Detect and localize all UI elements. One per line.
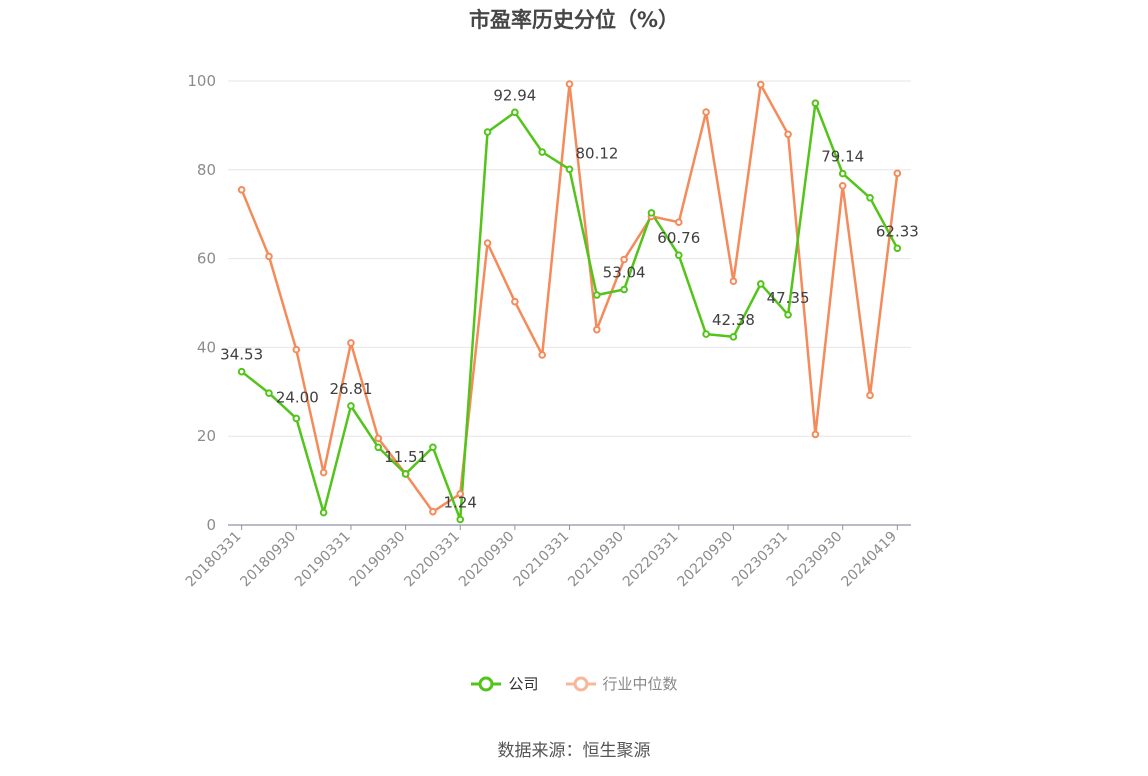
- data-label: 92.94: [493, 86, 536, 104]
- data-point-series-1: [347, 339, 355, 347]
- y-tick-label: 40: [197, 338, 216, 356]
- data-point-series-1: [729, 277, 738, 286]
- data-label: 62.33: [876, 222, 919, 240]
- x-tick-label: 20190331: [292, 529, 354, 591]
- data-label: 11.51: [384, 448, 427, 466]
- x-tick-label: 20220331: [620, 529, 682, 591]
- data-label: 47.35: [767, 289, 810, 307]
- legend-label-company: 公司: [508, 675, 539, 693]
- data-point-series-1: [538, 351, 546, 359]
- data-point-series-0: [511, 108, 519, 117]
- y-tick-label: 20: [197, 427, 216, 445]
- data-point-series-1: [429, 507, 437, 516]
- data-point-series-0: [866, 193, 874, 202]
- legend: 公司 行业中位数: [0, 673, 1148, 694]
- data-point-series-1: [374, 434, 383, 443]
- data-label: 42.38: [712, 311, 755, 329]
- data-point-series-0: [647, 209, 656, 217]
- data-point-series-0: [401, 470, 410, 478]
- data-points: [237, 80, 902, 524]
- data-point-series-1: [593, 325, 601, 334]
- data-point-series-1: [483, 239, 492, 247]
- data-label: 79.14: [821, 148, 864, 166]
- data-point-series-0: [347, 402, 355, 410]
- data-point-series-0: [456, 515, 465, 524]
- data-point-series-0: [538, 148, 546, 156]
- data-labels: 34.53 24.00 26.81 11.51 1.24 92.94 80.12 53.04 6…: [220, 86, 919, 511]
- data-point-series-1: [674, 218, 683, 226]
- data-label: 1.24: [444, 493, 477, 511]
- data-point-series-0: [729, 333, 738, 341]
- data-point-series-0: [319, 508, 328, 517]
- x-tick-label: 20230930: [784, 529, 846, 591]
- data-point-series-0: [893, 244, 902, 253]
- data-label: 34.53: [220, 346, 263, 364]
- data-point-series-1: [456, 490, 465, 498]
- x-tick-label: 20200331: [401, 529, 463, 591]
- chart-title: 市盈率历史分位（%）: [468, 8, 680, 32]
- data-point-series-0: [620, 285, 628, 294]
- legend-item-industry-median[interactable]: 行业中位数: [565, 673, 678, 694]
- y-tick-label: 60: [197, 250, 216, 268]
- data-label: 53.04: [603, 264, 646, 282]
- legend-item-company[interactable]: 公司: [470, 673, 539, 694]
- x-tick-label: 20210930: [565, 529, 627, 591]
- x-tick-label: 20210331: [511, 529, 573, 591]
- x-tick-label: 20180930: [237, 529, 299, 591]
- data-point-series-1: [893, 169, 902, 178]
- data-label: 60.76: [657, 229, 700, 247]
- data-label: 24.00: [276, 388, 319, 406]
- data-label: 80.12: [576, 144, 619, 162]
- data-point-series-0: [565, 165, 574, 174]
- data-point-series-0: [838, 169, 847, 178]
- data-point-series-0: [702, 330, 710, 338]
- y-tick-label: 0: [206, 516, 216, 534]
- data-point-series-1: [756, 80, 765, 89]
- data-point-series-0: [593, 291, 601, 299]
- x-tick-label: 20230331: [729, 529, 791, 591]
- y-tick-label: 80: [197, 161, 216, 179]
- data-point-series-0: [374, 443, 383, 452]
- data-point-series-0: [292, 414, 301, 423]
- data-point-series-0: [756, 280, 765, 288]
- data-source-note: 数据来源：恒生聚源: [497, 741, 651, 761]
- y-tick-label: 100: [187, 72, 216, 90]
- data-point-series-1: [811, 430, 820, 439]
- data-point-series-0: [784, 310, 792, 319]
- data-point-series-1: [866, 391, 874, 400]
- legend-marker-company: [471, 676, 502, 691]
- x-tick-label: 20240419: [838, 529, 900, 591]
- data-point-series-0: [674, 251, 683, 260]
- data-point-series-0: [811, 99, 820, 107]
- data-point-series-1: [565, 80, 574, 88]
- data-point-series-0: [265, 389, 273, 397]
- x-tick-label: 20200930: [456, 529, 518, 591]
- data-label: 26.81: [329, 380, 372, 398]
- data-point-series-1: [620, 255, 628, 264]
- data-point-series-1: [702, 108, 710, 116]
- legend-label-industry-median: 行业中位数: [602, 675, 678, 693]
- data-point-series-1: [237, 185, 246, 194]
- data-point-series-1: [511, 297, 519, 306]
- data-point-series-1: [838, 181, 847, 190]
- x-tick-label: 20180331: [183, 529, 245, 591]
- data-point-series-0: [429, 443, 437, 452]
- x-tick-label: 20220930: [675, 529, 737, 591]
- data-point-series-1: [319, 468, 328, 477]
- data-point-series-0: [237, 367, 246, 376]
- data-point-series-0: [483, 128, 492, 136]
- legend-marker-industry-median: [565, 676, 596, 691]
- data-point-series-1: [292, 345, 301, 354]
- x-tick-label: 20190930: [347, 529, 409, 591]
- data-point-series-1: [265, 252, 273, 261]
- data-point-series-1: [784, 130, 792, 139]
